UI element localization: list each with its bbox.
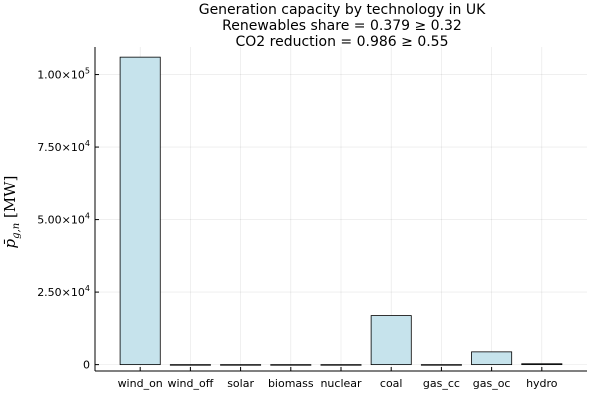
y-tick-label: 5.00×104 xyxy=(37,212,90,227)
bar-gas-cc xyxy=(420,364,462,366)
bar-nuclear xyxy=(320,364,362,366)
y-tick-label: 1.00×105 xyxy=(37,67,90,82)
x-tick-label-wind-off: wind_off xyxy=(167,377,213,390)
bar-hydro xyxy=(521,363,563,366)
x-tick-label-hydro: hydro xyxy=(526,377,558,390)
bar-solar xyxy=(220,364,262,366)
y-axis-label-text: p̄g,n [MW] xyxy=(1,176,22,249)
x-tick-label-biomass: biomass xyxy=(268,377,314,390)
bar-gas-oc xyxy=(471,351,513,366)
x-tick-labels: wind_on wind_off solar biomass nuclear coal ga… xyxy=(118,367,558,390)
grid xyxy=(95,47,587,371)
x-tick-label-solar: solar xyxy=(227,377,254,390)
y-tick-label: 2.50×104 xyxy=(37,284,90,299)
y-axis-label: p̄g,n [MW] xyxy=(1,176,22,249)
bar-wind-on xyxy=(119,56,161,366)
bars xyxy=(119,56,563,366)
x-tick-label-gas-oc: gas_oc xyxy=(473,377,511,390)
bar-wind-off xyxy=(169,364,211,366)
bar-coal xyxy=(370,315,412,366)
x-tick-label-nuclear: nuclear xyxy=(320,377,362,390)
title-line-3: CO2 reduction = 0.986 ≥ 0.55 xyxy=(235,34,448,50)
title-line-1: Generation capacity by technology in UK xyxy=(199,2,486,18)
y-tick-labels: 0 2.50×104 5.00×104 7.50×104 1.00×105 xyxy=(37,67,99,372)
y-tick-label: 7.50×104 xyxy=(37,139,90,154)
x-tick-label-gas-cc: gas_cc xyxy=(423,377,460,390)
chart-title: Generation capacity by technology in UK … xyxy=(199,2,486,50)
x-tick-label-wind-on: wind_on xyxy=(118,377,163,390)
y-tick-label: 0 xyxy=(83,359,90,372)
title-line-2: Renewables share = 0.379 ≥ 0.32 xyxy=(222,18,462,34)
bar-biomass xyxy=(270,364,312,366)
x-tick-label-coal: coal xyxy=(380,377,403,390)
